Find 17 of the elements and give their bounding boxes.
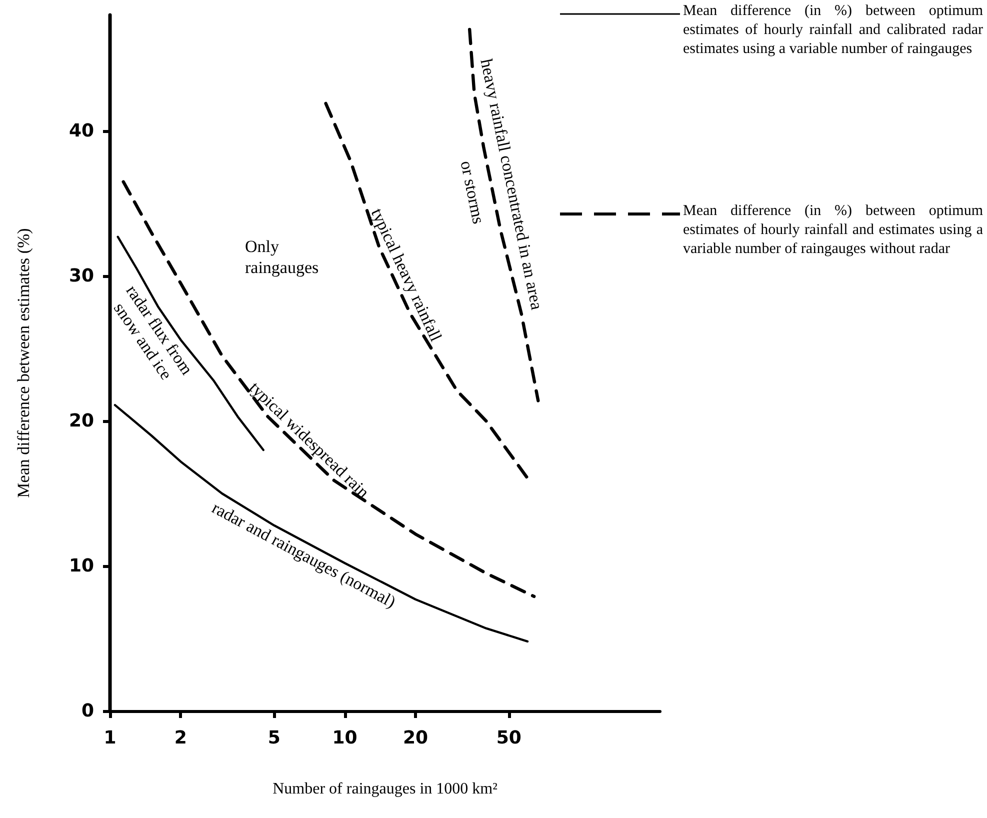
x-tick-label: 20 — [402, 728, 428, 748]
x-tick-label: 2 — [174, 728, 187, 748]
x-axis-title: Number of raingauges in 1000 km² — [272, 780, 498, 798]
y-axis-title: Mean difference between estimates (%) — [14, 228, 33, 498]
annotation: Only raingauges — [245, 236, 320, 278]
x-tick-label: 10 — [332, 728, 358, 748]
y-tick-label: 30 — [68, 266, 94, 286]
x-tick-label: 1 — [104, 728, 116, 748]
y-tick-label: 10 — [68, 556, 94, 576]
text: Mean difference (in %) between optimum estimates of hourly rainfall and estimates using a variable number of raingauges without radar — [683, 202, 983, 259]
y-tick-label: 20 — [68, 410, 94, 432]
y-tick-label: 40 — [68, 120, 94, 142]
text: heavy rainfall concentrated in an area or storms — [456, 57, 547, 312]
text: Mean difference (in %) between optimum estimates of hourly rainfall and calibrated radar estimates using a variable number of raingauges — [683, 2, 983, 59]
y-tick-label: 0 — [81, 700, 94, 722]
x-tick-label: 50 — [496, 728, 522, 748]
x-tick-label: 5 — [268, 728, 280, 748]
